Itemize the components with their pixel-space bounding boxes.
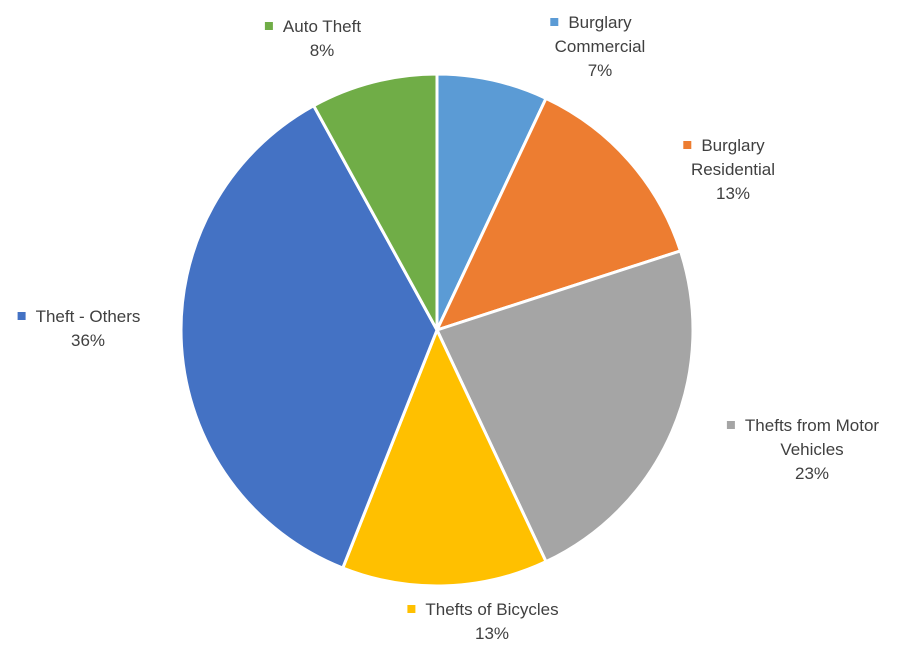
legend-marker-theft-others [17, 312, 26, 320]
percent-label: 36% [71, 331, 105, 350]
percent-label: 8% [310, 41, 335, 60]
category-label-continued: Commercial [555, 37, 646, 56]
pie-slices [179, 72, 695, 588]
percent-label: 13% [716, 184, 750, 203]
category-label: Burglary [701, 136, 765, 155]
percent-label: 7% [588, 61, 613, 80]
data-label-thefts-from-motor-vehicles: Thefts from Motor Vehicles 23% [726, 416, 879, 483]
category-label: Theft - Others [36, 307, 141, 326]
data-label-theft-others: Theft - Others 36% [17, 307, 141, 350]
category-label: Auto Theft [283, 17, 361, 36]
pie-labels: Burglary Commercial 7% Burglary Residential 1… [17, 13, 879, 643]
data-label-auto-theft: Auto Theft 8% [264, 17, 361, 60]
percent-label: 23% [795, 464, 829, 483]
pie-slice-theft-others [179, 104, 439, 570]
legend-marker-thefts-of-bicycles [407, 605, 416, 613]
legend-marker-burglary-residential [683, 141, 692, 149]
data-label-burglary-residential: Burglary Residential 13% [683, 136, 775, 203]
legend-marker-thefts-from-motor-vehicles [726, 421, 735, 429]
legend-marker-auto-theft [264, 22, 273, 30]
data-label-burglary-commercial: Burglary Commercial 7% [550, 13, 645, 80]
pie-slice-burglary-commercial [435, 72, 548, 332]
pie-slice-burglary-residential [435, 96, 682, 332]
data-label-thefts-of-bicycles: Thefts of Bicycles 13% [407, 600, 559, 643]
legend-marker-burglary-commercial [550, 18, 559, 26]
category-label: Thefts from Motor [745, 416, 879, 435]
percent-label: 13% [475, 624, 509, 643]
pie-slice-auto-theft [312, 72, 439, 332]
category-label: Burglary [568, 13, 632, 32]
category-label: Thefts of Bicycles [425, 600, 558, 619]
pie-slice-thefts-of-bicycles [341, 328, 548, 588]
category-label-continued: Vehicles [780, 440, 843, 459]
pie-slice-thefts-from-motor-vehicles [435, 249, 695, 564]
category-label-continued: Residential [691, 160, 775, 179]
